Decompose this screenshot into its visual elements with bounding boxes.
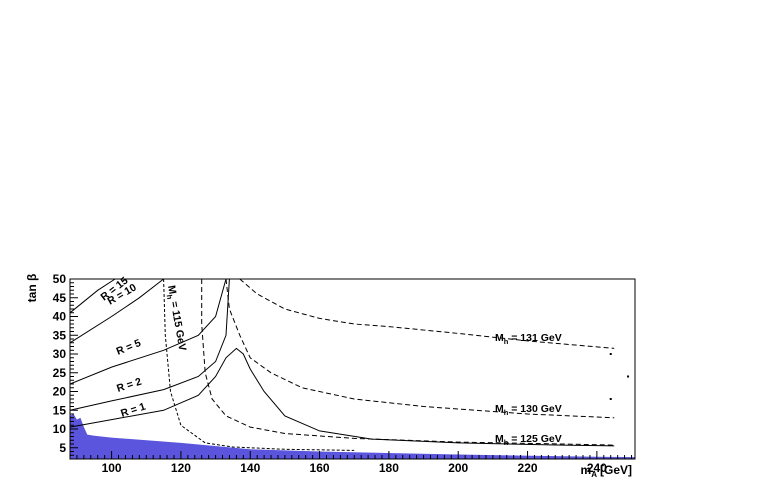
ticks-layer: 100 120 140 160 180 200 220 240 5 10 15 20 25 30 35 40 4…	[53, 272, 633, 475]
y-tick-label-20: 20	[53, 385, 67, 399]
y-tick-label-30: 30	[53, 347, 67, 361]
curve-label-m-h-131-gev: Mh = 131 GeV	[495, 332, 562, 346]
curve-m-h-130-gev	[225, 278, 615, 419]
curve-label-m-h-130-gev: Mh = 130 GeV	[495, 403, 562, 417]
x-axis-title-unit: [GeV]	[600, 463, 632, 477]
y-tick-label-35: 35	[53, 328, 67, 342]
curve-label-sub: h	[165, 294, 175, 300]
curve-label-sub: h	[504, 438, 509, 447]
x-tick-label-240: 240	[587, 461, 607, 475]
x-tick-label-180: 180	[379, 461, 399, 475]
curve-label-rest: = 125 GeV	[508, 433, 561, 445]
curve-r-10	[69, 278, 164, 344]
excluded-region	[70, 414, 635, 459]
x-axis-title-sub: A	[591, 470, 597, 479]
y-tick-label-50: 50	[53, 272, 67, 286]
excluded-region-layer	[70, 414, 635, 459]
x-tick-label-160: 160	[310, 461, 330, 475]
curve-m-h-131-gev	[239, 278, 615, 349]
curve-m-h-125-gev	[201, 279, 615, 446]
y-tick-label-40: 40	[53, 310, 67, 324]
curve-r-2	[69, 278, 230, 411]
curve-label-main: M	[495, 433, 504, 445]
curve-label-main: M	[495, 332, 504, 344]
curve-label-rest: = 130 GeV	[508, 403, 561, 415]
x-axis-title-main: m	[581, 463, 592, 477]
y-tick-label-15: 15	[53, 403, 67, 417]
y-tick-label-25: 25	[53, 366, 67, 380]
y-tick-label-10: 10	[53, 422, 67, 436]
curve-r-5	[69, 278, 227, 385]
curve-r-15	[69, 278, 116, 314]
stray-marker-2	[609, 398, 612, 400]
stray-marker-3	[627, 375, 630, 378]
x-axis-title: mA [GeV]	[581, 463, 632, 479]
curve-m-h-115-gev	[163, 278, 355, 451]
y-axis-title: tan β	[25, 274, 39, 303]
x-tick-label-140: 140	[240, 461, 260, 475]
stray-marker-1	[609, 353, 612, 355]
curve-label-sub: h	[504, 408, 509, 417]
curve-label-main: M	[495, 403, 504, 415]
curve-r-1	[69, 347, 615, 447]
x-tick-label-120: 120	[171, 461, 191, 475]
curve-label-main: M	[165, 284, 178, 295]
x-tick-label-100: 100	[102, 461, 122, 475]
y-tick-label-45: 45	[53, 291, 67, 305]
y-tick-label-5: 5	[59, 441, 66, 455]
curves-layer	[69, 278, 630, 451]
x-tick-label-200: 200	[448, 461, 468, 475]
x-tick-label-220: 220	[518, 461, 538, 475]
curve-label-rest: = 131 GeV	[508, 332, 561, 344]
curve-label-sub: h	[504, 337, 509, 346]
curve-label-m-h-125-gev: Mh = 125 GeV	[495, 433, 562, 447]
